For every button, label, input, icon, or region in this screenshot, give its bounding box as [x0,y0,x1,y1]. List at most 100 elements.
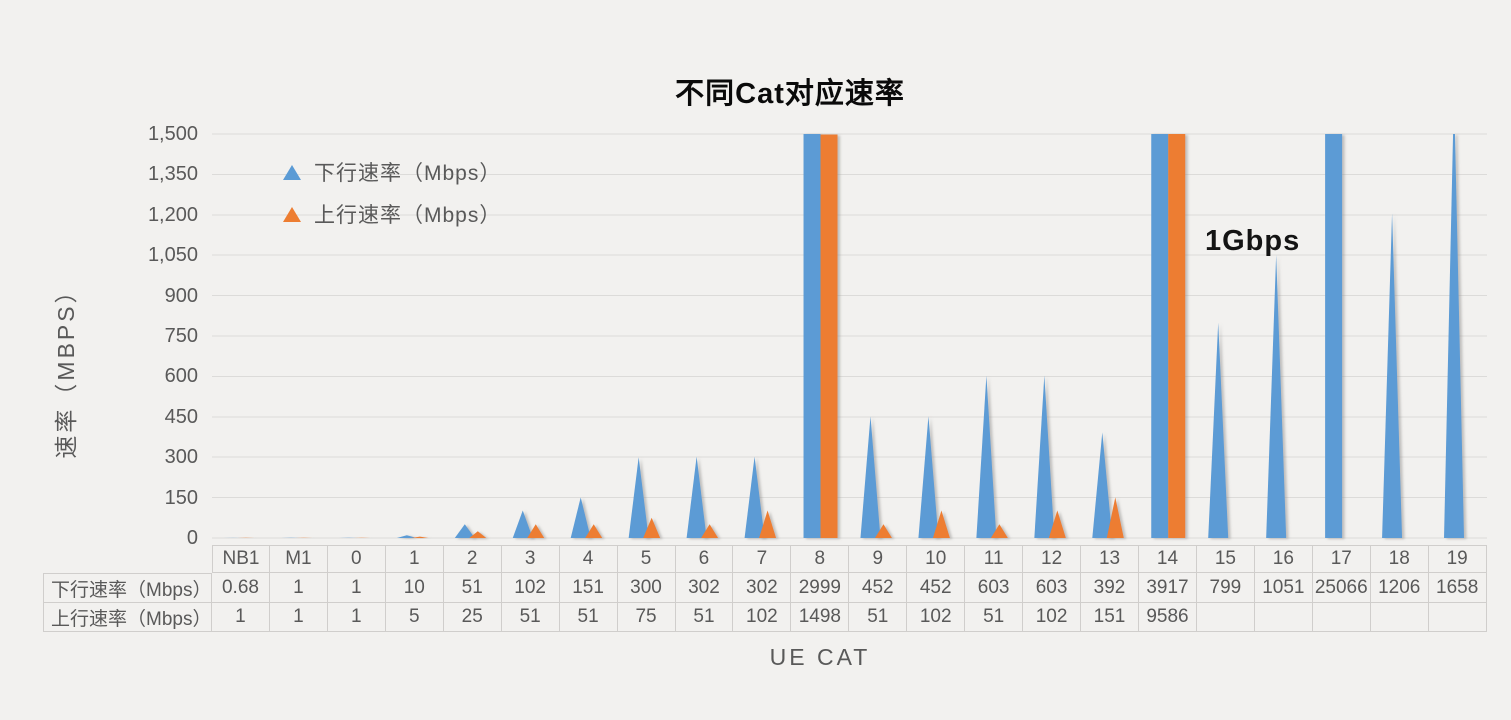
bar-downlink-11 [976,375,997,538]
table-cell-downlink: 3917 [1139,573,1197,603]
bar-downlink-16 [1266,254,1287,538]
table-cell-uplink: 1498 [791,603,850,632]
table-cell-uplink [1428,603,1487,632]
table-cell-uplink [1370,603,1429,632]
legend: 下行速率（Mbps） 上行速率（Mbps） [283,157,501,241]
legend-label-downlink: 下行速率（Mbps） [314,162,502,185]
table-cell-downlink: 392 [1081,573,1139,603]
table-cell-uplink: 51 [965,603,1024,632]
table-header-cell: 3 [501,545,560,573]
table-cell-uplink: 51 [501,603,560,632]
bar-downlink-8 [803,134,821,538]
table-cell-downlink: 1051 [1254,573,1313,603]
table-cell-uplink: 51 [849,603,908,632]
triangle-marker-icon [283,206,301,222]
bar-uplink-3 [527,524,545,538]
bar-uplink-9 [874,524,892,538]
table-cell-downlink: 0.68 [212,573,270,603]
y-tick-label: 450 [164,405,198,428]
legend-label-uplink: 上行速率（Mbps） [314,204,502,227]
bar-uplink-4 [585,524,603,538]
table-header-cell: 19 [1428,545,1487,573]
bar-uplink-1 [411,536,429,538]
table-cell-uplink: 1 [269,603,328,632]
bar-uplink-11 [990,524,1008,538]
table-header-cell: 12 [1023,545,1082,573]
bar-downlink-18 [1382,213,1403,538]
table-cell-downlink: 10 [385,573,444,603]
table-header-cell: 6 [675,545,734,573]
bar-downlink-7 [744,456,765,538]
table-cell-downlink: 300 [617,573,676,603]
table-header-cell: 18 [1370,545,1429,573]
table-cell-downlink: 51 [443,573,502,603]
bar-downlink-17 [1325,134,1343,538]
bars [222,134,1465,538]
bar-downlink-1 [396,535,417,538]
table-cell-downlink: 2999 [791,573,850,603]
table-row-label-uplink: 上行速率（Mbps） [43,603,212,632]
table-header-cell: 13 [1081,545,1139,573]
y-tick-label: 1,200 [147,203,198,226]
table-cell-downlink: 102 [501,573,560,603]
table-header-cell: NB1 [212,545,270,573]
table-cell-downlink: 452 [907,573,966,603]
table-cell-uplink [1312,603,1371,632]
table-header-cell: 8 [791,545,850,573]
table-cell-downlink: 302 [733,573,792,603]
y-tick-label: 900 [164,284,198,307]
table-header-cell: 9 [849,545,908,573]
table-header-cell: 2 [443,545,502,573]
table-cell-uplink: 9586 [1139,603,1197,632]
bar-uplink-6 [701,524,719,538]
table-cell-downlink: 603 [1023,573,1082,603]
annotation-1gbps: 1Gbps [1205,225,1301,257]
table-cell-uplink: 102 [1023,603,1082,632]
table-cell-uplink: 75 [617,603,676,632]
bar-uplink-5 [643,517,661,538]
y-tick-label: 300 [164,446,198,469]
y-tick-label: 0 [186,527,198,549]
bar-downlink-13 [1092,432,1113,538]
bar-downlink-5 [628,457,649,538]
bar-downlink-9 [860,416,881,538]
table-header-cell: 5 [617,545,676,573]
table-cell-uplink: 5 [385,603,444,632]
bar-uplink-7 [759,510,777,538]
table-cell-uplink: 102 [733,603,792,632]
table-header-cell: 0 [327,545,386,573]
bar-downlink-4 [570,497,591,538]
table-cell-downlink: 302 [675,573,734,603]
table-corner-blank [43,545,212,573]
bar-downlink-10 [918,416,939,538]
triangle-marker-icon [283,164,301,180]
table-header-cell: 15 [1196,545,1255,573]
y-tick-label: 1,050 [147,244,198,267]
legend-item-downlink: 下行速率（Mbps） [283,157,501,187]
bar-downlink-15 [1208,322,1229,538]
table-cell-downlink: 25066 [1312,573,1371,603]
bar-downlink-2 [454,524,475,538]
data-table: NB1 M1 0 1 2 3 4 5 6 7 8 9 10 11 12 13 14 15 16 17 18 19 下行速率（… [43,545,1487,632]
table-header-cell: 11 [965,545,1024,573]
table-cell-downlink: 603 [965,573,1024,603]
bar-uplink-8 [820,134,838,538]
table-cell-uplink: 102 [907,603,966,632]
table-cell-downlink: 1658 [1428,573,1487,603]
legend-item-uplink: 上行速率（Mbps） [283,199,501,229]
table-cell-uplink: 151 [1081,603,1139,632]
table-header-cell: 1 [385,545,444,573]
y-tick-label: 1,350 [147,163,198,186]
y-axis-title: 速率（MBPS） [53,277,79,459]
table-header-cell: 17 [1312,545,1371,573]
table-header-cell: 16 [1254,545,1313,573]
y-tick-label: 750 [164,325,198,347]
table-cell-uplink: 1 [212,603,270,632]
chart-title: 不同Cat对应速率 [675,78,905,110]
gridlines [212,133,1487,539]
table-cell-uplink [1254,603,1313,632]
bar-downlink-6 [686,456,707,538]
y-tick-label: 150 [164,486,198,509]
